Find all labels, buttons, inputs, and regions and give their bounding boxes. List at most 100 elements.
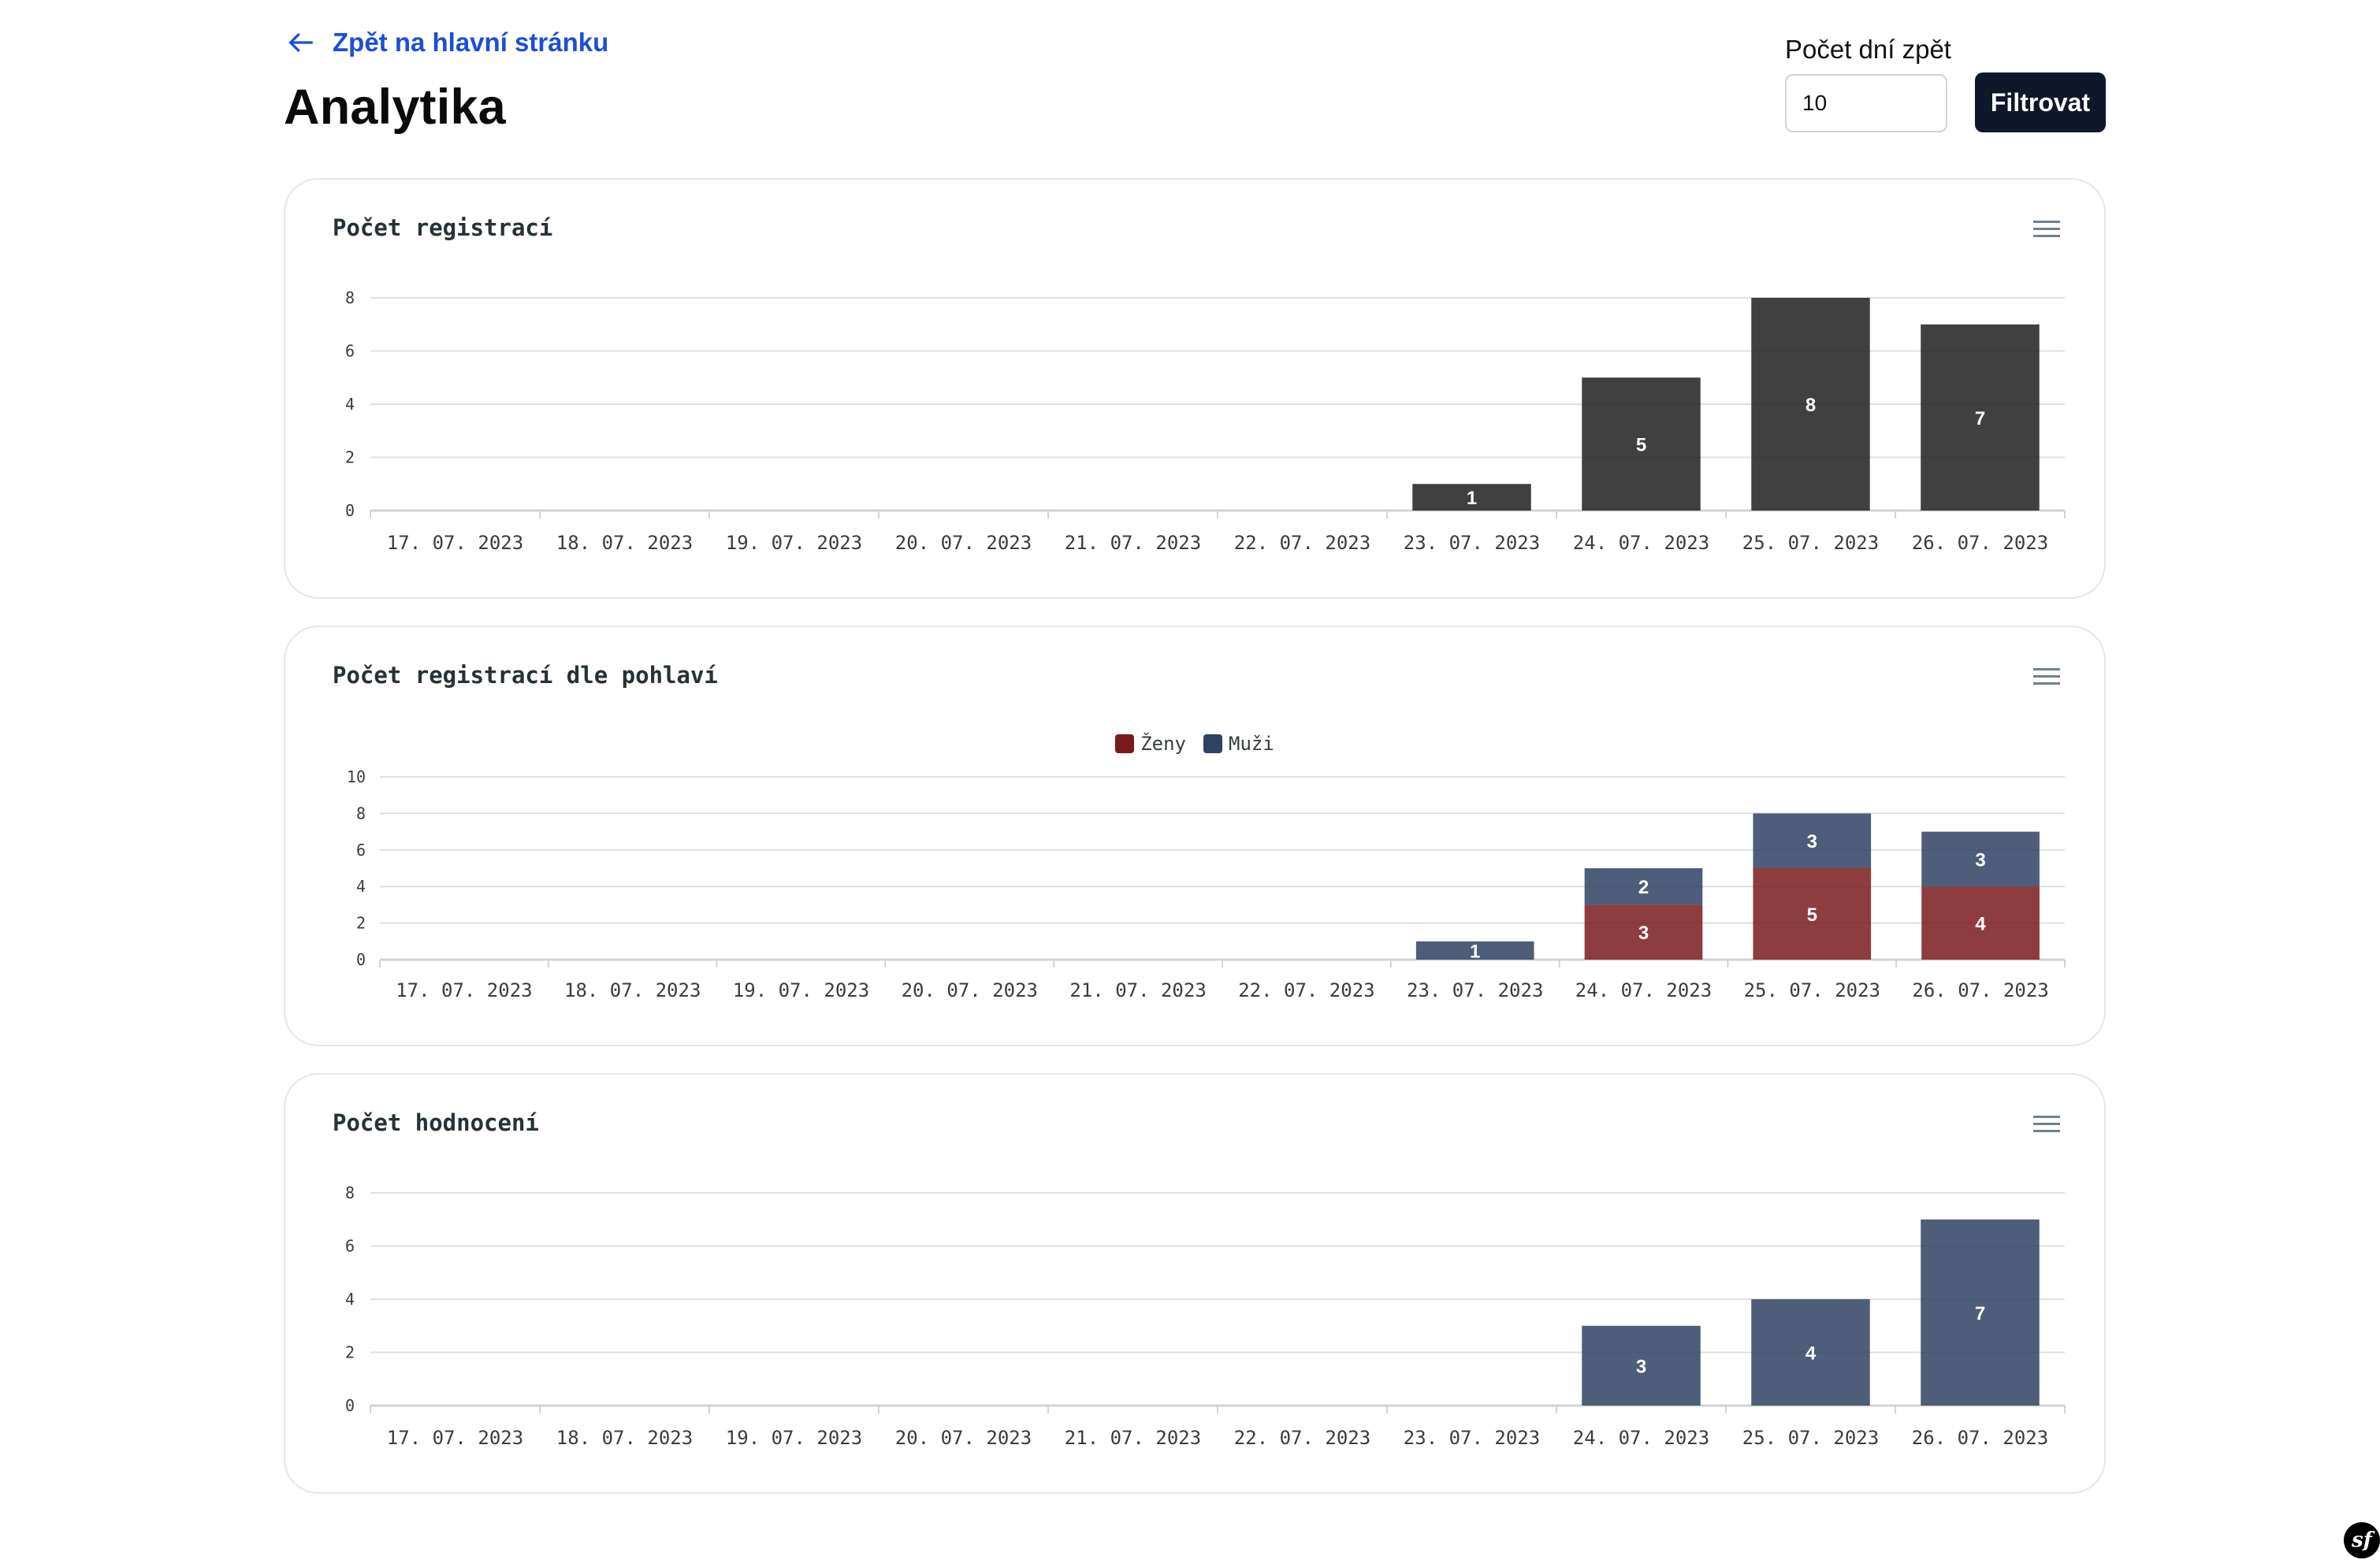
data-label: 1 xyxy=(1470,941,1480,962)
legend-swatch xyxy=(1115,734,1135,753)
x-tick-label: 17. 07. 2023 xyxy=(387,532,523,554)
x-tick-label: 21. 07. 2023 xyxy=(1065,1427,1201,1449)
x-tick-label: 19. 07. 2023 xyxy=(726,1427,862,1449)
back-link-label: Zpět na hlavní stránku xyxy=(333,28,609,57)
hamburger-menu-icon[interactable] xyxy=(2033,1114,2060,1135)
bar[interactable] xyxy=(1584,904,1703,960)
x-tick-label: 22. 07. 2023 xyxy=(1238,979,1374,1001)
days-back-input[interactable] xyxy=(1785,74,1947,132)
x-tick-label: 17. 07. 2023 xyxy=(387,1427,523,1449)
chart-legend: Ženy Muži xyxy=(285,733,2104,755)
x-tick-label: 18. 07. 2023 xyxy=(556,532,693,554)
data-label: 4 xyxy=(1975,914,1986,935)
x-tick-label: 23. 07. 2023 xyxy=(1404,1427,1540,1449)
x-tick-label: 18. 07. 2023 xyxy=(564,979,701,1001)
x-tick-label: 25. 07. 2023 xyxy=(1744,979,1880,1001)
chart-title: Počet registrací dle pohlaví xyxy=(333,662,718,689)
x-tick-label: 22. 07. 2023 xyxy=(1234,532,1370,554)
x-tick-label: 24. 07. 2023 xyxy=(1573,1427,1709,1449)
x-tick-label: 23. 07. 2023 xyxy=(1404,532,1540,554)
x-tick-label: 26. 07. 2023 xyxy=(1912,1427,2048,1449)
x-tick-label: 20. 07. 2023 xyxy=(895,532,1032,554)
x-tick-label: 25. 07. 2023 xyxy=(1742,1427,1879,1449)
x-tick-label: 22. 07. 2023 xyxy=(1234,1427,1370,1449)
data-label: 1 xyxy=(1467,488,1477,509)
x-tick-label: 21. 07. 2023 xyxy=(1069,979,1206,1001)
x-tick-label: 24. 07. 2023 xyxy=(1575,979,1712,1001)
data-label: 5 xyxy=(1807,904,1817,926)
x-tick-label: 26. 07. 2023 xyxy=(1912,532,2048,554)
y-tick-label: 4 xyxy=(345,1290,355,1309)
bar[interactable] xyxy=(1584,868,1703,905)
data-label: 5 xyxy=(1636,435,1646,456)
arrow-left-icon xyxy=(289,33,313,52)
data-label: 4 xyxy=(1805,1343,1817,1365)
legend-label: Muži xyxy=(1229,733,1274,755)
days-back-label: Počet dní zpět xyxy=(1785,35,1951,64)
data-label: 8 xyxy=(1805,395,1816,416)
bar[interactable] xyxy=(1582,377,1701,511)
legend-item-zeny[interactable]: Ženy xyxy=(1115,733,1186,755)
x-tick-label: 17. 07. 2023 xyxy=(396,979,532,1001)
x-tick-label: 23. 07. 2023 xyxy=(1407,979,1543,1001)
y-tick-label: 2 xyxy=(345,448,355,467)
data-label: 3 xyxy=(1807,831,1817,852)
data-label: 7 xyxy=(1975,408,1985,429)
filter-button[interactable]: Filtrovat xyxy=(1975,72,2106,132)
bar[interactable] xyxy=(1753,868,1872,960)
x-tick-label: 21. 07. 2023 xyxy=(1065,532,1201,554)
x-tick-label: 26. 07. 2023 xyxy=(1912,979,2048,1001)
x-tick-label: 20. 07. 2023 xyxy=(902,979,1038,1001)
y-tick-label: 8 xyxy=(356,804,366,823)
x-tick-label: 19. 07. 2023 xyxy=(733,979,869,1001)
hamburger-menu-icon[interactable] xyxy=(2033,667,2060,687)
legend-swatch xyxy=(1203,734,1222,753)
bar[interactable] xyxy=(1921,324,2040,511)
back-to-home-link[interactable]: Zpět na hlavní stránku xyxy=(285,27,608,58)
chart-card-ratings: Počet hodnocení 0 2 4 6 8 17. 07. 2023 18. 07.… xyxy=(284,1073,2106,1494)
x-tick-label: 18. 07. 2023 xyxy=(556,1427,693,1449)
x-tick-label: 20. 07. 2023 xyxy=(895,1427,1032,1449)
y-tick-label: 8 xyxy=(345,1183,355,1202)
y-tick-label: 4 xyxy=(356,877,366,896)
chart-title: Počet registrací xyxy=(333,214,553,241)
y-tick-label: 2 xyxy=(356,914,366,933)
bar[interactable] xyxy=(1921,1219,2040,1406)
data-label: 3 xyxy=(1975,849,1985,871)
y-tick-label: 6 xyxy=(345,1237,355,1256)
ratings-bar-chart: 0 2 4 6 8 17. 07. 2023 18. 07. 2023 19. 07. 202… xyxy=(345,1183,2066,1449)
registrations-bar-chart: 0 2 4 6 8 17. 07. 2023 18. 07. 2023 19. 07. 202… xyxy=(345,288,2066,554)
y-tick-label: 10 xyxy=(347,767,366,786)
bar[interactable] xyxy=(1412,484,1531,511)
page-title: Analytika xyxy=(284,80,506,135)
x-tick-label: 24. 07. 2023 xyxy=(1573,532,1709,554)
y-tick-label: 0 xyxy=(345,501,355,520)
x-tick-label: 25. 07. 2023 xyxy=(1742,532,1879,554)
legend-label: Ženy xyxy=(1140,733,1186,755)
chart-card-registrations: Počet registrací 0 2 4 6 8 17. 07. 2023 18. 07… xyxy=(284,178,2106,599)
data-label: 7 xyxy=(1975,1303,1985,1324)
chart-title: Počet hodnocení xyxy=(333,1109,539,1136)
y-tick-label: 6 xyxy=(356,841,366,860)
hamburger-menu-icon[interactable] xyxy=(2033,219,2060,240)
bar[interactable] xyxy=(1751,1299,1870,1406)
chart-card-registrations-by-gender: Počet registrací dle pohlaví Ženy Muži 0… xyxy=(284,626,2106,1046)
y-tick-label: 2 xyxy=(345,1343,355,1362)
bar[interactable] xyxy=(1582,1325,1701,1406)
bar[interactable] xyxy=(1753,813,1872,868)
legend-item-muzi[interactable]: Muži xyxy=(1203,733,1274,755)
y-tick-label: 0 xyxy=(345,1396,355,1415)
y-tick-label: 0 xyxy=(356,950,366,969)
bar[interactable] xyxy=(1921,886,2040,960)
symfony-logo-icon[interactable]: sf xyxy=(2344,1522,2380,1558)
bar[interactable] xyxy=(1751,298,1870,511)
data-label: 3 xyxy=(1638,923,1649,944)
bar[interactable] xyxy=(1921,831,2040,887)
y-tick-label: 8 xyxy=(345,288,355,307)
y-tick-label: 4 xyxy=(345,395,355,414)
data-label: 3 xyxy=(1636,1356,1646,1377)
bar[interactable] xyxy=(1415,941,1534,960)
x-tick-label: 19. 07. 2023 xyxy=(726,532,862,554)
registrations-by-gender-stacked-chart: 0 2 4 6 8 10 17. 07. 2023 18. 07. 2023 19. 07. 2… xyxy=(347,767,2066,1001)
y-tick-label: 6 xyxy=(345,342,355,361)
